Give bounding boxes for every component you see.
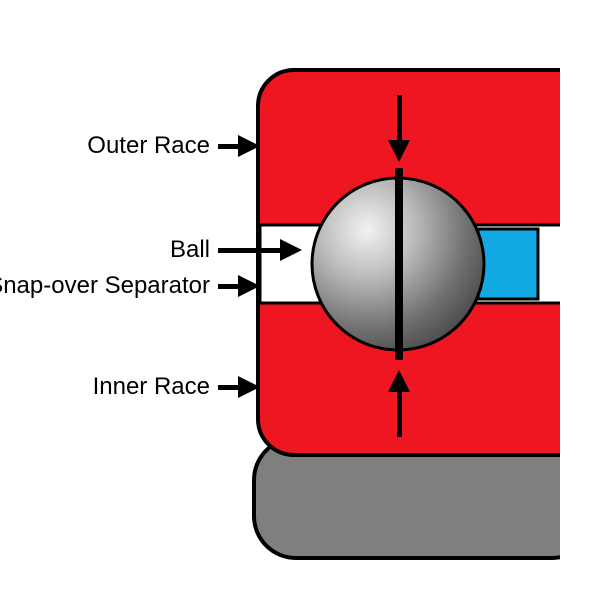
label-separator: Snap-over Separator	[0, 272, 210, 300]
label-inner-race: Inner Race	[93, 373, 210, 401]
separator-box	[478, 229, 538, 299]
diagram-stage: Outer Race Ball Snap-over Separator Inne…	[0, 0, 600, 600]
ball-pin	[395, 168, 403, 360]
bearing-cross-section	[0, 0, 600, 600]
label-ball: Ball	[170, 236, 210, 264]
label-outer-race: Outer Race	[87, 132, 210, 160]
